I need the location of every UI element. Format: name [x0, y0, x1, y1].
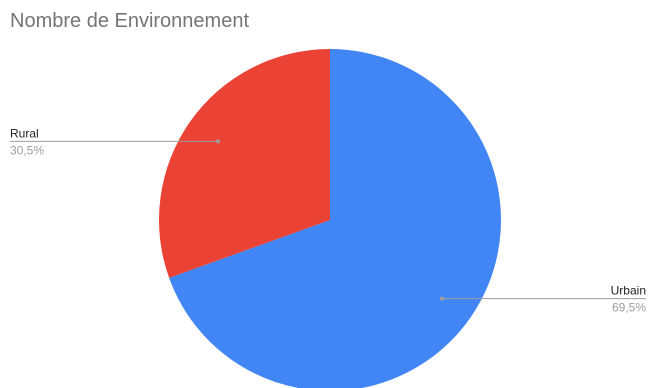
pie-slices [159, 49, 501, 388]
slice-percent-urbain: 69,5% [612, 301, 646, 315]
slice-percent-rural: 30,5% [10, 143, 44, 157]
slice-label-urbain: Urbain [611, 284, 646, 298]
slice-label-rural: Rural [10, 126, 39, 140]
